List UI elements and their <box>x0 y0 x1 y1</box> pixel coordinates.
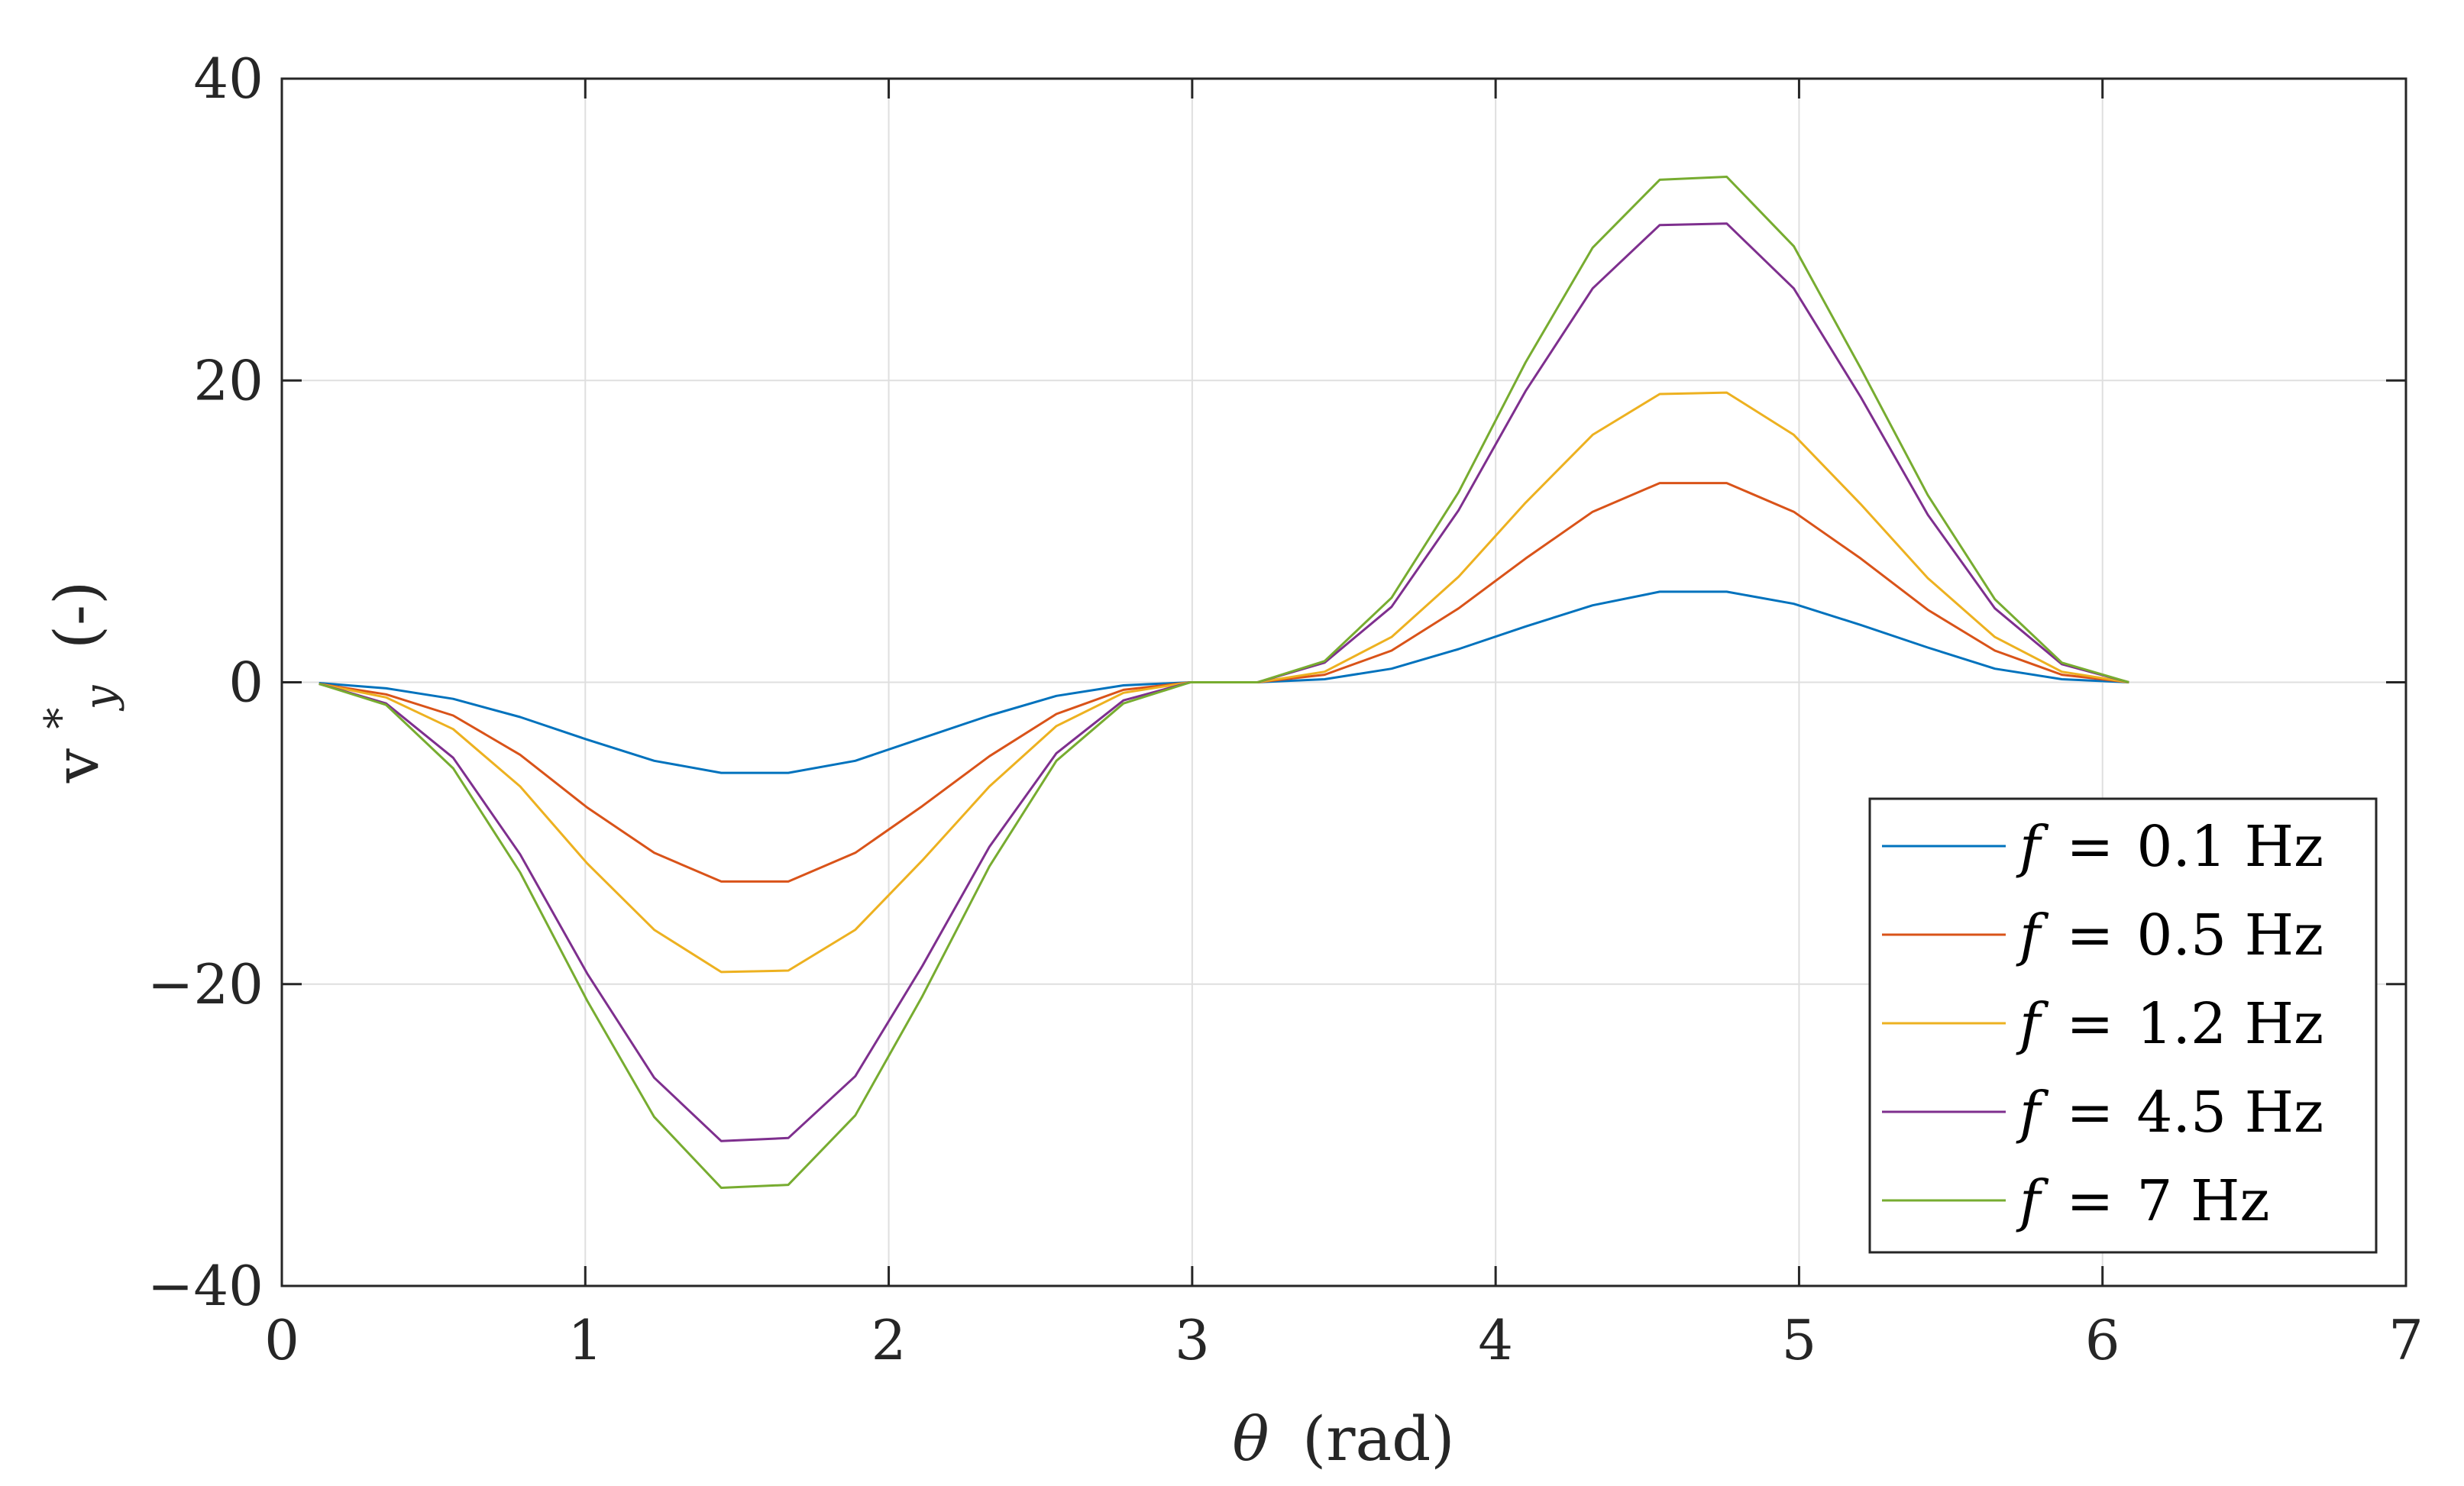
legend-label: 0.5 Hz <box>2136 903 2323 968</box>
y-tick-label: −40 <box>147 1254 264 1318</box>
y-axis-label: v * y (-) <box>18 581 129 784</box>
y-tick-label: 40 <box>193 47 264 111</box>
legend-entry-3: f = 4.5 Hz <box>2016 1080 2323 1145</box>
y-axis-unit: (-) <box>41 581 112 649</box>
series-lines <box>319 176 2129 1189</box>
x-axis-symbol: θ <box>1232 1404 1269 1475</box>
y-tick-label: 20 <box>193 348 264 412</box>
x-tick-label: 5 <box>1782 1308 1817 1372</box>
legend-label: 4.5 Hz <box>2136 1080 2323 1145</box>
x-tick-label: 6 <box>2085 1308 2120 1372</box>
legend-equals: = <box>2066 903 2113 968</box>
legend-equals: = <box>2066 1080 2113 1145</box>
y-tick-label: 0 <box>228 651 264 715</box>
legend: f = 0.1 Hzf = 0.5 Hzf = 1.2 Hzf = 4.5 Hzf = 7 Hz <box>1868 797 2378 1254</box>
legend-label: 1.2 Hz <box>2136 991 2323 1057</box>
legend-entry-1: f = 0.5 Hz <box>2016 903 2323 968</box>
svg-text:v * y (-): v * y (-) <box>18 581 129 784</box>
x-tick-label: 3 <box>1175 1308 1210 1372</box>
y-tick-labels: −40 −20 0 20 40 <box>147 47 264 1318</box>
series-line-4 <box>319 176 2129 1189</box>
x-tick-labels: 0 1 2 3 4 5 6 7 <box>264 1308 2424 1372</box>
tick-marks <box>280 77 2407 1287</box>
y-tick-label: −20 <box>147 952 264 1016</box>
x-tick-label: 7 <box>2388 1308 2424 1372</box>
legend-entry-2: f = 1.2 Hz <box>2016 991 2323 1057</box>
legend-label: 0.1 Hz <box>2136 814 2323 880</box>
legend-label: 7 Hz <box>2136 1168 2269 1234</box>
x-axis-unit: (rad) <box>1302 1404 1455 1475</box>
legend-equals: = <box>2066 991 2113 1057</box>
y-axis-symbol: v <box>41 748 112 783</box>
legend-entry-4: f = 7 Hz <box>2016 1168 2270 1234</box>
legend-box <box>1868 797 2378 1254</box>
y-axis-subscript: y <box>76 684 125 712</box>
legend-equals: = <box>2066 1168 2113 1234</box>
x-tick-label: 2 <box>871 1308 907 1372</box>
x-tick-label: 4 <box>1478 1308 1513 1372</box>
x-axis-label: θ (rad) <box>1232 1404 1454 1475</box>
x-tick-label: 0 <box>264 1308 299 1372</box>
legend-equals: = <box>2066 814 2113 880</box>
y-axis-superscript: * <box>36 708 86 729</box>
x-tick-label: 1 <box>567 1308 603 1372</box>
